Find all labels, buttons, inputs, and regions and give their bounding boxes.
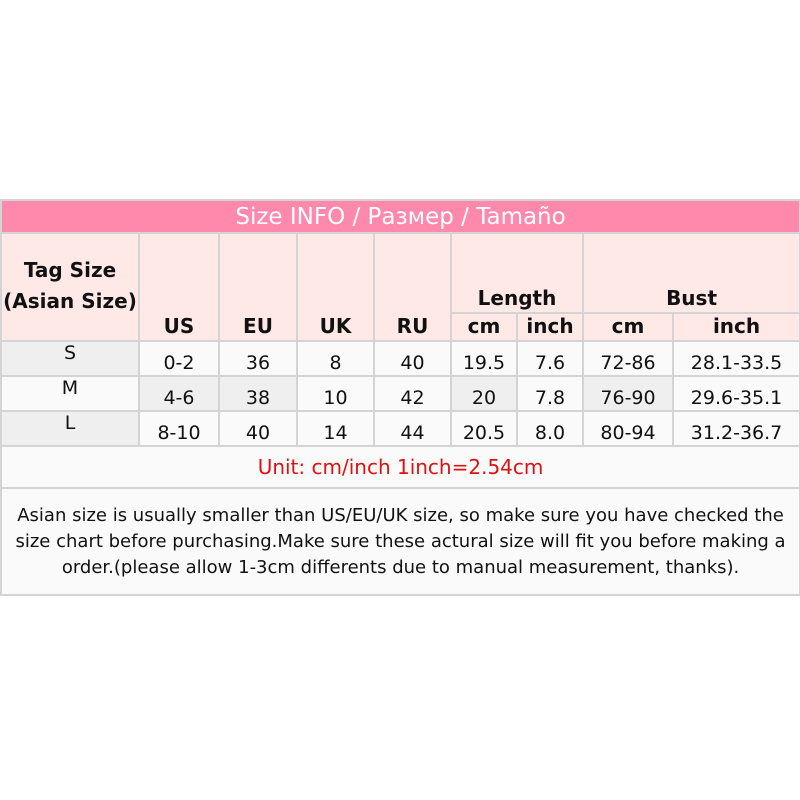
table-cell: 28.1-33.5 [671, 340, 800, 377]
table-cell: 8-10 [138, 410, 220, 447]
header-us: US [138, 232, 220, 342]
table-cell: 20.5 [450, 410, 518, 447]
table-cell: 42 [373, 375, 452, 412]
table-cell: 80-94 [582, 410, 674, 447]
header-ru: RU [373, 232, 452, 342]
table-cell: 20 [450, 375, 518, 412]
table-cell: 44 [373, 410, 452, 447]
header-bust-cm: cm [582, 312, 674, 342]
table-cell: 10 [296, 375, 375, 412]
table-cell: 8.0 [516, 410, 584, 447]
table-cell: 72-86 [582, 340, 674, 377]
header-bust: Bust [581, 232, 800, 314]
header-length-inch: inch [516, 312, 584, 342]
size-chart-table: Size INFO / Размер / Tamaño Tag Size (As… [0, 199, 800, 596]
header-length-cm: cm [450, 312, 518, 342]
header-tag-size: Tag Size (Asian Size) [0, 232, 140, 342]
table-cell: 7.8 [516, 375, 584, 412]
size-disclaimer: Asian size is usually smaller than US/EU… [0, 487, 800, 596]
table-cell: 36 [218, 340, 298, 377]
header-eu: EU [218, 232, 298, 342]
table-cell: 31.2-36.7 [671, 410, 800, 447]
table-cell: 4-6 [138, 375, 220, 412]
table-cell: 7.6 [516, 340, 584, 377]
table-cell: 76-90 [582, 375, 674, 412]
table-cell: 0-2 [138, 340, 220, 377]
table-title: Size INFO / Размер / Tamaño [0, 199, 800, 234]
size-label: M [0, 375, 140, 412]
header-uk: UK [296, 232, 375, 342]
table-cell: 14 [296, 410, 375, 447]
table-row: L 8-10 40 14 44 20.5 8.0 80-94 31.2-36.7 [0, 410, 800, 447]
table-cell: 40 [373, 340, 452, 377]
size-label: L [0, 410, 140, 447]
table-cell: 40 [218, 410, 298, 447]
table-row: M 4-6 38 10 42 20 7.8 76-90 29.6-35.1 [0, 375, 800, 412]
header-length: Length [450, 232, 584, 314]
size-label: S [0, 340, 140, 377]
header-bust-inch: inch [671, 312, 800, 342]
unit-note: Unit: cm/inch 1inch=2.54cm [0, 445, 800, 489]
table-cell: 8 [296, 340, 375, 377]
table-cell: 19.5 [450, 340, 518, 377]
table-row: S 0-2 36 8 40 19.5 7.6 72-86 28.1-33.5 [0, 340, 800, 377]
table-cell: 29.6-35.1 [671, 375, 800, 412]
table-cell: 38 [218, 375, 298, 412]
